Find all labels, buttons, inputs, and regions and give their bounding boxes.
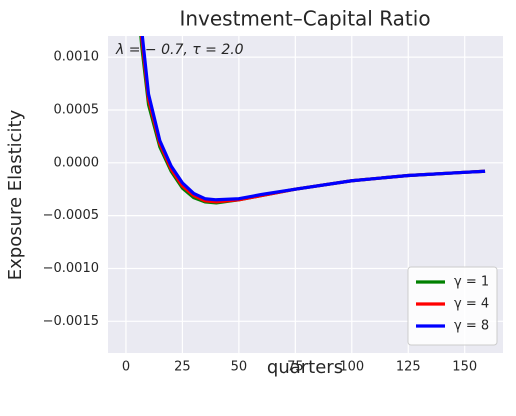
x-tick-label: 75 (287, 360, 304, 375)
y-tick-label: −0.0010 (43, 261, 99, 276)
y-tick-label: −0.0005 (43, 208, 99, 223)
legend-label: γ = 4 (454, 297, 489, 312)
y-axis-label: Exposure Elasticity (5, 109, 26, 280)
annotation: λ = − 0.7, τ = 2.0 (115, 42, 244, 58)
x-tick-label: 150 (452, 360, 477, 375)
x-tick-label: 50 (231, 360, 248, 375)
y-tick-label: 0.0000 (54, 155, 100, 170)
x-tick-label: 25 (174, 360, 191, 375)
x-tick-label: 0 (122, 360, 130, 375)
x-tick-label: 125 (396, 360, 421, 375)
legend-label: γ = 8 (454, 319, 489, 334)
chart-title: Investment–Capital Ratio (179, 7, 430, 31)
x-axis-label: quarters (267, 357, 343, 378)
x-tick-label: 100 (339, 360, 364, 375)
y-tick-label: 0.0005 (54, 102, 100, 117)
y-tick-label: 0.0010 (54, 50, 100, 65)
y-tick-label: −0.0015 (43, 314, 99, 329)
legend-label: γ = 1 (454, 275, 489, 290)
series-line (140, 36, 486, 202)
